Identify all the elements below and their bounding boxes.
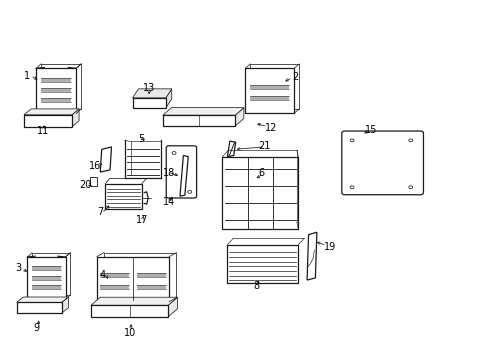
Text: 20: 20: [79, 180, 92, 190]
Polygon shape: [72, 109, 79, 127]
Bar: [136, 285, 165, 289]
Polygon shape: [132, 89, 171, 98]
Polygon shape: [91, 297, 177, 305]
Polygon shape: [32, 253, 70, 295]
Bar: [41, 98, 71, 102]
Bar: [250, 85, 289, 89]
Polygon shape: [245, 68, 294, 113]
Text: 13: 13: [142, 83, 155, 93]
Bar: [90, 177, 97, 186]
Text: 9: 9: [34, 323, 40, 333]
Bar: [41, 88, 71, 92]
Polygon shape: [17, 297, 68, 302]
Text: 4: 4: [100, 270, 105, 280]
Bar: [105, 184, 142, 209]
Polygon shape: [306, 232, 316, 280]
Bar: [32, 266, 61, 270]
Text: 18: 18: [162, 168, 175, 178]
Text: 2: 2: [292, 72, 298, 82]
Polygon shape: [235, 108, 244, 126]
Polygon shape: [97, 257, 169, 302]
Text: 15: 15: [365, 125, 377, 135]
Text: 16: 16: [89, 161, 102, 171]
FancyBboxPatch shape: [341, 131, 423, 195]
Text: 19: 19: [323, 242, 336, 252]
Bar: [41, 78, 71, 82]
Text: 12: 12: [264, 123, 277, 133]
Bar: [100, 285, 129, 289]
Polygon shape: [227, 141, 235, 157]
Polygon shape: [250, 64, 299, 109]
Bar: [100, 273, 129, 277]
Text: 10: 10: [123, 328, 136, 338]
Bar: [32, 285, 61, 289]
Bar: [222, 157, 298, 229]
Polygon shape: [27, 257, 65, 300]
Polygon shape: [163, 115, 235, 126]
Bar: [32, 276, 61, 280]
FancyBboxPatch shape: [166, 146, 196, 198]
Text: 1: 1: [24, 71, 30, 81]
Polygon shape: [165, 89, 171, 108]
Bar: [250, 96, 289, 100]
Text: 21: 21: [257, 141, 270, 151]
Polygon shape: [132, 98, 165, 108]
Polygon shape: [91, 305, 168, 317]
Polygon shape: [180, 156, 188, 196]
Polygon shape: [17, 302, 61, 313]
Polygon shape: [24, 115, 72, 127]
Polygon shape: [104, 253, 176, 298]
Text: 17: 17: [135, 215, 148, 225]
Bar: [227, 245, 298, 283]
Text: 14: 14: [162, 197, 175, 207]
Text: 6: 6: [258, 168, 264, 178]
Polygon shape: [100, 147, 111, 172]
Polygon shape: [24, 109, 79, 115]
Polygon shape: [168, 297, 177, 317]
Polygon shape: [41, 64, 81, 109]
Text: 11: 11: [37, 126, 49, 136]
Polygon shape: [163, 108, 244, 115]
Text: 3: 3: [16, 263, 21, 273]
Bar: [136, 273, 165, 277]
Text: 8: 8: [253, 281, 259, 291]
Text: 7: 7: [97, 207, 103, 217]
Text: 5: 5: [139, 134, 144, 144]
Polygon shape: [36, 68, 76, 113]
Polygon shape: [61, 297, 68, 313]
